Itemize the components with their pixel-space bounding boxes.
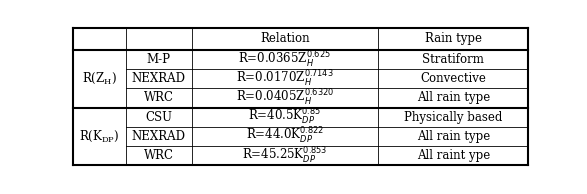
Text: R=44.0K$_{DP}^{0.822}$: R=44.0K$_{DP}^{0.822}$ bbox=[246, 126, 324, 146]
Text: R=45.25K$_{DP}^{0.853}$: R=45.25K$_{DP}^{0.853}$ bbox=[242, 146, 328, 166]
Text: All rain type: All rain type bbox=[417, 91, 490, 105]
Text: R=0.0170Z$_{H}^{0.7143}$: R=0.0170Z$_{H}^{0.7143}$ bbox=[236, 69, 333, 89]
Text: Convective: Convective bbox=[420, 72, 486, 85]
Text: Relation: Relation bbox=[260, 32, 310, 45]
Text: All rain type: All rain type bbox=[417, 130, 490, 143]
Text: R(K$_{\mathregular{DP}}$): R(K$_{\mathregular{DP}}$) bbox=[79, 129, 120, 144]
Text: R=0.0405Z$_{H}^{0.6320}$: R=0.0405Z$_{H}^{0.6320}$ bbox=[236, 88, 334, 108]
Text: NEXRAD: NEXRAD bbox=[131, 72, 185, 85]
Text: Stratiform: Stratiform bbox=[422, 53, 484, 66]
Text: All raint ype: All raint ype bbox=[417, 149, 490, 162]
Text: Rain type: Rain type bbox=[425, 32, 482, 45]
Text: R=0.0365Z$_{H}^{0.625}$: R=0.0365Z$_{H}^{0.625}$ bbox=[238, 49, 332, 70]
Text: WRC: WRC bbox=[144, 149, 174, 162]
Text: R(Z$_{\mathregular{H}}$): R(Z$_{\mathregular{H}}$) bbox=[82, 71, 117, 86]
Text: WRC: WRC bbox=[144, 91, 174, 105]
Text: CSU: CSU bbox=[145, 111, 172, 124]
Text: M-P: M-P bbox=[147, 53, 171, 66]
Text: R=40.5K$_{DP}^{0.85}$: R=40.5K$_{DP}^{0.85}$ bbox=[248, 107, 322, 127]
Text: Physically based: Physically based bbox=[404, 111, 502, 124]
Text: NEXRAD: NEXRAD bbox=[131, 130, 185, 143]
